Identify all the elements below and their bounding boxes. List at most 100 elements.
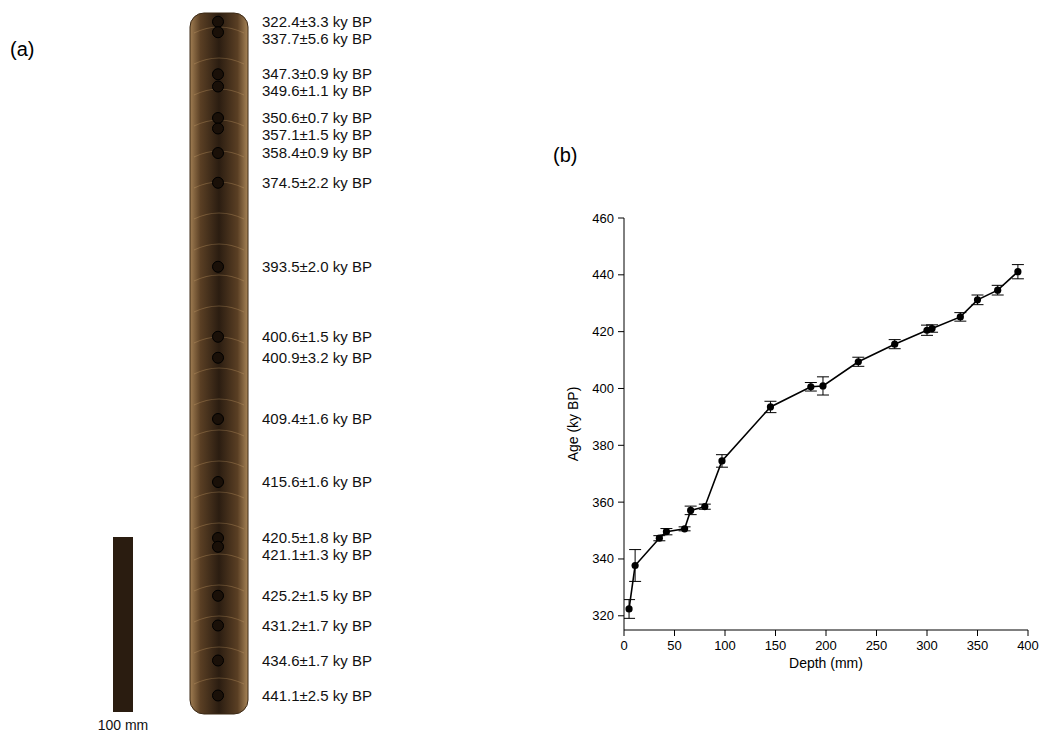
sample-dot <box>213 590 224 601</box>
panel-letter: (a) <box>10 38 34 60</box>
growth-band <box>194 58 244 64</box>
y-tick-label: 440 <box>592 267 614 282</box>
x-tick-label: 350 <box>967 638 989 653</box>
x-tick-label: 200 <box>815 638 837 653</box>
age-line <box>629 272 1018 609</box>
sample-dot <box>213 123 224 134</box>
x-tick-label: 400 <box>1017 638 1039 653</box>
sample-dot <box>213 620 224 631</box>
age-label: 409.4±1.6 ky BP <box>262 410 372 427</box>
error-cap <box>972 304 984 305</box>
x-tick-label: 250 <box>866 638 888 653</box>
age-label: 400.6±1.5 ky BP <box>262 328 372 345</box>
x-tick <box>927 630 928 636</box>
x-tick-label: 0 <box>620 638 627 653</box>
sample-dot <box>213 16 224 27</box>
error-cap <box>954 321 966 322</box>
y-tick <box>618 445 624 446</box>
age-label: 421.1±1.3 ky BP <box>262 546 372 563</box>
age-label: 441.1±2.5 ky BP <box>262 687 372 704</box>
data-point <box>994 287 1001 294</box>
error-bar <box>992 285 1004 295</box>
error-cap <box>954 312 966 313</box>
x-tick-label: 300 <box>916 638 938 653</box>
error-bar <box>660 529 672 535</box>
age-label: 350.6±0.7 ky BP <box>262 109 372 126</box>
growth-band <box>194 647 244 653</box>
age-label: 400.9±3.2 ky BP <box>262 349 372 366</box>
growth-band <box>194 275 244 281</box>
error-bar <box>817 377 829 395</box>
error-cap <box>852 366 864 367</box>
sample-dot <box>213 541 224 552</box>
error-bar <box>954 313 966 322</box>
data-point <box>855 358 862 365</box>
error-cap <box>852 357 864 358</box>
error-cap <box>629 549 641 550</box>
data-point <box>687 507 694 514</box>
x-tick <box>977 630 978 636</box>
data-point <box>807 383 814 390</box>
data-point <box>632 562 639 569</box>
sample-dot <box>213 113 224 124</box>
error-cap <box>972 295 984 296</box>
error-bar <box>852 357 864 366</box>
error-bar <box>685 506 697 515</box>
sample-dot <box>213 655 224 666</box>
error-cap <box>805 382 817 383</box>
error-cap <box>764 412 776 413</box>
data-point <box>957 313 964 320</box>
error-cap <box>716 454 728 455</box>
error-cap <box>817 376 829 377</box>
error-cap <box>992 285 1004 286</box>
data-point <box>681 525 688 532</box>
y-tick-label: 360 <box>592 495 614 510</box>
growth-band <box>194 306 244 312</box>
error-cap <box>629 581 641 582</box>
age-label: 374.5±2.2 ky BP <box>262 174 372 191</box>
speleothem <box>190 13 248 714</box>
y-tick <box>618 218 624 219</box>
y-tick-label: 380 <box>592 438 614 453</box>
age-label: 434.6±1.7 ky BP <box>262 652 372 669</box>
age-label: 337.7±5.6 ky BP <box>262 30 372 47</box>
growth-band <box>194 244 244 250</box>
error-bar <box>805 383 817 392</box>
y-axis-title: Age (ky BP) <box>565 387 581 462</box>
age-label: 420.5±1.8 ky BP <box>262 529 372 546</box>
figure: (a) 322.4±3.3 ky BP337.7±5.6 ky BP 347.3±0… <box>0 0 1054 736</box>
x-tick-label: 50 <box>667 638 681 653</box>
error-cap <box>889 348 901 349</box>
error-cap <box>817 395 829 396</box>
sample-dot <box>213 477 224 488</box>
panel-letter: (b) <box>553 144 577 166</box>
sample-dot <box>213 69 224 80</box>
age-label: 322.4±3.3 ky BP <box>262 13 372 30</box>
x-tick <box>624 630 625 636</box>
x-tick <box>1028 630 1029 636</box>
x-tick <box>674 630 675 636</box>
age-label: 425.2±1.5 ky BP <box>262 587 372 604</box>
data-point <box>656 535 663 542</box>
y-tick <box>618 331 624 332</box>
growth-band <box>194 554 244 560</box>
data-point <box>891 341 898 348</box>
growth-band <box>194 523 244 529</box>
growth-band <box>194 461 244 467</box>
y-tick <box>618 615 624 616</box>
age-label: 358.4±0.9 ky BP <box>262 144 372 161</box>
data-point <box>1014 268 1021 275</box>
error-bar <box>764 401 776 412</box>
y-tick <box>618 274 624 275</box>
growth-band <box>194 368 244 374</box>
sample-dot <box>213 27 224 38</box>
y-tick <box>618 558 624 559</box>
y-tick-label: 420 <box>592 324 614 339</box>
growth-band <box>194 399 244 405</box>
error-cap <box>624 599 635 600</box>
scale-bar <box>113 537 133 712</box>
age-label: 347.3±0.9 ky BP <box>262 65 372 82</box>
error-bar <box>889 340 901 349</box>
x-tick-label: 150 <box>765 638 787 653</box>
y-axis <box>624 218 625 630</box>
